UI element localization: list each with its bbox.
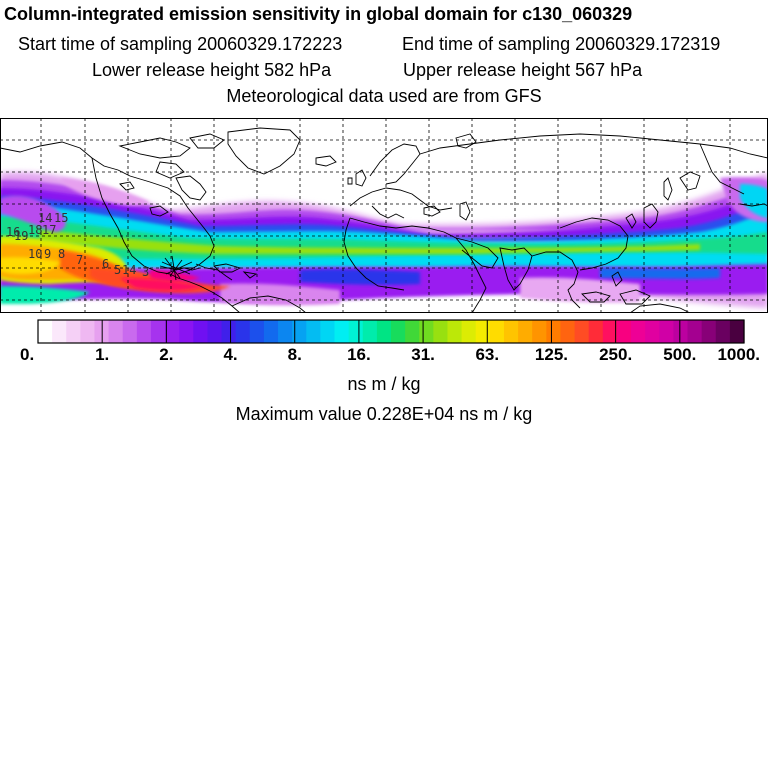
colorbar-swatch [66,320,81,343]
colorbar-tick-label: 0. [20,345,34,364]
colorbar-swatch [263,320,279,343]
maximum-value-label: Maximum value 0.228E+04 ns m / kg [235,404,533,424]
sensitivity-map: 14 15 16 19 18 17 10 9 8 7 6 5 14 3 [0,118,768,313]
release-label: 16 [6,225,20,239]
colorbar-swatch [602,320,618,343]
release-label: 18 [28,223,42,237]
coastlines [0,127,768,313]
colorbar-swatch [376,320,392,343]
colorbar-swatch [235,320,251,343]
colorbar-swatch [108,320,124,343]
sensitivity-field [0,172,768,308]
colorbar-swatch [179,320,194,343]
colorbar-swatch [136,320,152,343]
release-label: 5 [114,263,121,277]
release-label: 7 [76,253,83,267]
colorbar-swatch [546,320,562,343]
colorbar-tick-label: 31. [411,345,435,364]
colorbar-swatch [150,320,166,343]
colorbar-swatch [80,320,96,343]
colorbar-swatch [701,320,717,343]
colorbar-swatch [616,320,632,343]
colorbar-swatch [518,320,533,343]
colorbar-ticks [101,320,681,343]
release-label: 15 [54,211,68,225]
release-label: 6 [102,257,109,271]
release-point-labels: 14 15 16 19 18 17 10 9 8 7 6 5 14 3 [6,211,149,279]
met-data-label: Meteorological data used are from GFS [226,86,542,106]
colorbar-swatch [729,320,745,343]
release-label: 9 [44,247,51,261]
colorbar-swatch [631,320,646,343]
lower-release-label: Lower release height 582 hPa [92,60,332,80]
colorbar-tick-label: 1000. [717,345,760,364]
colorbar-swatch [38,320,53,343]
colorbar-tick-label: 250. [599,345,632,364]
colorbar-swatch [433,320,449,343]
colorbar: 0. 1. 2. 4. 8. 16. 31. 63. 125. 250. 500. 1000. [20,319,760,364]
colorbar-swatch [461,320,477,343]
colorbar-tick-label: 16. [347,345,371,364]
release-label: 14 [122,263,136,277]
colorbar-swatch [687,320,703,343]
release-label: 19 [14,229,28,243]
colorbar-swatch [278,320,293,343]
colorbar-swatch [475,320,491,343]
colorbar-tick-label: 125. [535,345,568,364]
colorbar-swatch [419,320,434,343]
colorbar-swatch [320,320,336,343]
colorbar-swatch [249,320,265,343]
colorbar-swatch [645,320,660,343]
colorbar-swatch [489,320,505,343]
colorbar-swatch [715,320,731,343]
colorbar-swatch [348,320,364,343]
release-label: 3 [142,265,149,279]
colorbar-swatch [334,320,350,343]
upper-release-label: Upper release height 567 hPa [403,60,643,80]
colorbar-tick-label: 2. [159,345,173,364]
release-label: 10 [28,247,42,261]
colorbar-frame [37,319,745,344]
colorbar-swatch [503,320,519,343]
colorbar-swatch [165,320,180,343]
colorbar-swatch [362,320,378,343]
colorbar-swatch [574,320,590,343]
colorbar-swatch [405,320,420,343]
start-time-label: Start time of sampling 20060329.172223 [18,34,343,54]
colorbar-swatch [673,320,689,343]
end-time-label: End time of sampling 20060329.172319 [402,34,721,54]
plot-title: Column-integrated emission sensitivity i… [4,4,633,24]
colorbar-tick-label: 4. [223,345,237,364]
colorbar-swatch [306,320,321,343]
colorbar-swatch [560,320,576,343]
lat-lon-grid [0,118,768,313]
colorbar-swatch [292,320,307,343]
colorbar-tick-label: 8. [288,345,302,364]
colorbar-swatch [122,320,138,343]
release-label: 14 [38,211,52,225]
colorbar-tick-label: 63. [475,345,499,364]
colorbar-swatch [659,320,674,343]
colorbar-tick-label: 500. [663,345,696,364]
release-label: 8 [58,247,65,261]
colorbar-swatch [532,320,547,343]
release-track [159,255,201,281]
colorbar-swatch [193,320,209,343]
colorbar-tick-label: 1. [95,345,109,364]
colorbar-swatch [52,320,67,343]
colorbar-tick-labels: 0. 1. 2. 4. 8. 16. 31. 63. 125. 250. 500. 1000. [20,345,760,364]
colorbar-swatches [38,320,745,343]
colorbar-swatch [207,320,223,343]
colorbar-swatch [391,320,406,343]
release-label: 17 [42,223,56,237]
colorbar-units: ns m / kg [347,374,421,394]
colorbar-swatch [221,320,237,343]
colorbar-swatch [588,320,604,343]
colorbar-swatch [447,320,463,343]
